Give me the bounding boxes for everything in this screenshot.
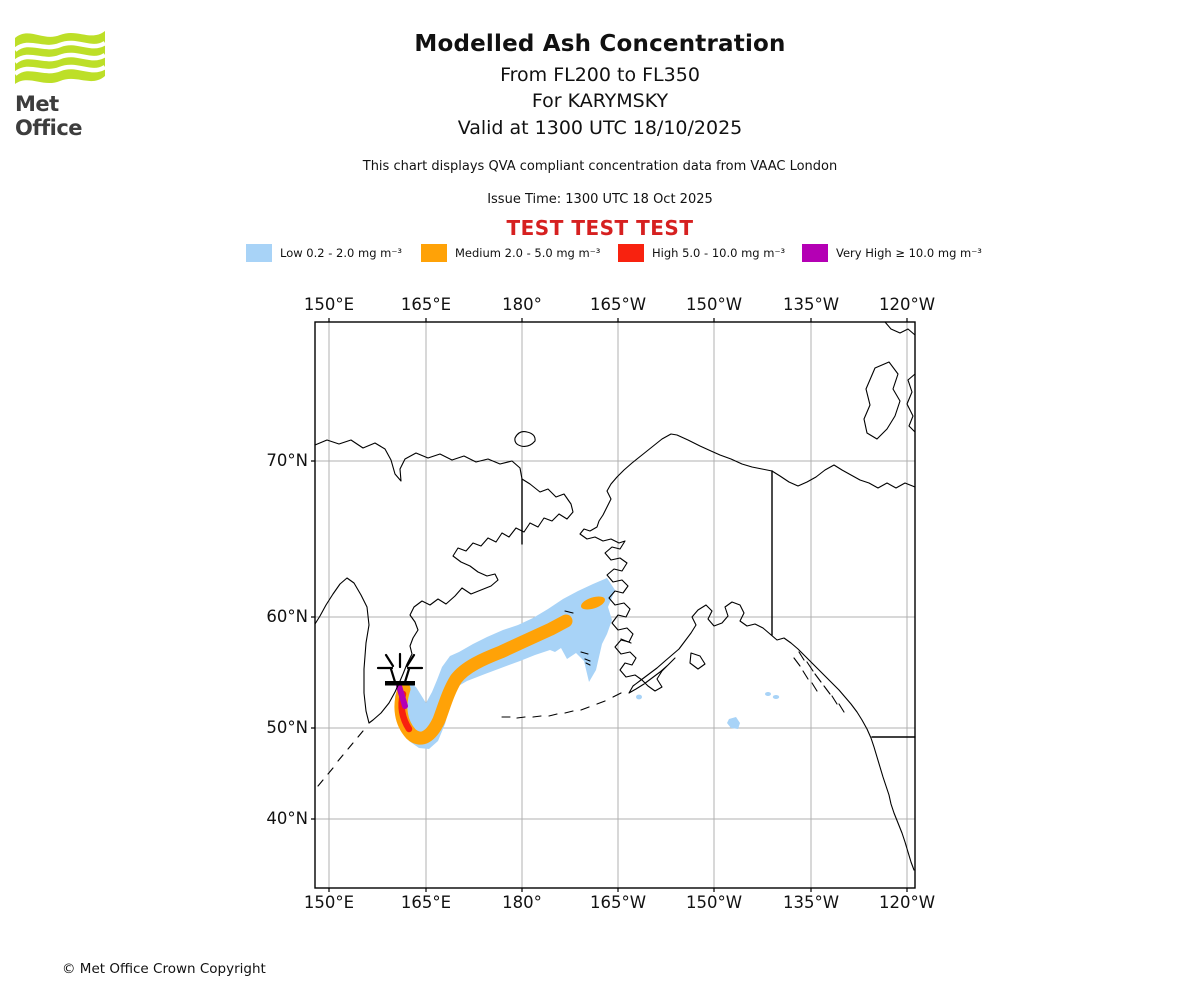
coast-alaska bbox=[579, 433, 916, 871]
ash-blob-medium-1 bbox=[580, 596, 606, 610]
coast-small-islands bbox=[564, 610, 632, 666]
logo-waves-icon bbox=[13, 31, 107, 84]
copyright-text: © Met Office Crown Copyright bbox=[62, 961, 266, 977]
chart-description: This chart displays QVA compliant concen… bbox=[362, 159, 838, 174]
lon-tick-bot-1: 165°E bbox=[400, 893, 452, 912]
lon-tick-bot-6: 120°W bbox=[878, 893, 936, 912]
coast-banks-island bbox=[863, 361, 901, 440]
ash-speck-low-2 bbox=[765, 692, 771, 696]
map-frame bbox=[311, 318, 916, 892]
issue-time: Issue Time: 1300 UTC 18 Oct 2025 bbox=[487, 192, 713, 207]
ash-plume-very-high bbox=[396, 683, 408, 709]
lat-tick-0: 70°N bbox=[266, 451, 308, 470]
legend-swatch-medium bbox=[421, 244, 447, 262]
coast-ne-corner bbox=[884, 321, 916, 336]
coast-victoria-island bbox=[906, 373, 916, 433]
legend-label-low: Low 0.2 - 2.0 mg m⁻³ bbox=[280, 246, 403, 260]
ash-plume bbox=[394, 578, 780, 749]
coast-kodiak bbox=[689, 652, 706, 670]
lon-tick-bot-2: 180° bbox=[502, 893, 542, 912]
ash-blob-medium-2 bbox=[531, 630, 543, 638]
legend-label-very-high: Very High ≥ 10.0 mg m⁻³ bbox=[836, 246, 982, 260]
lat-tick-2: 50°N bbox=[266, 718, 308, 737]
lon-tick-bot-5: 135°W bbox=[782, 893, 840, 912]
legend-swatch-low bbox=[246, 244, 272, 262]
lon-tick-top-6: 120°W bbox=[878, 295, 936, 314]
axis-ticks bbox=[311, 318, 908, 892]
lon-tick-top-0: 150°E bbox=[303, 295, 355, 314]
subtitle-levels: From FL200 to FL350 bbox=[500, 64, 700, 86]
ash-speck-low-4 bbox=[727, 717, 740, 729]
coast-aleutians bbox=[501, 692, 622, 719]
lon-tick-bot-3: 165°W bbox=[589, 893, 647, 912]
met-office-logo: Met Office bbox=[13, 26, 125, 140]
coast-siberia-kamchatka bbox=[314, 439, 574, 724]
lon-tick-bot-0: 150°E bbox=[303, 893, 355, 912]
lon-tick-top-4: 150°W bbox=[685, 295, 743, 314]
legend-label-medium: Medium 2.0 - 5.0 mg m⁻³ bbox=[455, 246, 601, 260]
lon-tick-top-3: 165°W bbox=[589, 295, 647, 314]
subtitle-volcano: For KARYMSKY bbox=[531, 90, 669, 112]
lat-tick-1: 60°N bbox=[266, 607, 308, 626]
lon-tick-top-2: 180° bbox=[502, 295, 542, 314]
lon-tick-top-5: 135°W bbox=[782, 295, 840, 314]
page-title: Modelled Ash Concentration bbox=[414, 31, 786, 57]
coastlines bbox=[314, 321, 916, 871]
legend-swatch-very-high bbox=[802, 244, 828, 262]
lat-tick-3: 40°N bbox=[266, 809, 308, 828]
subtitle-valid: Valid at 1300 UTC 18/10/2025 bbox=[457, 117, 743, 139]
lon-tick-bot-4: 150°W bbox=[685, 893, 743, 912]
coast-panhandle-islands bbox=[793, 651, 845, 713]
legend-label-high: High 5.0 - 10.0 mg m⁻³ bbox=[652, 246, 786, 260]
map-svg bbox=[311, 318, 916, 892]
volcano-icon bbox=[376, 652, 424, 686]
ash-speck-low-1 bbox=[636, 694, 642, 700]
coast-wrangel-island bbox=[514, 431, 536, 447]
ash-speck-low-3 bbox=[772, 695, 780, 699]
logo-brand-text: Met Office bbox=[15, 92, 83, 140]
lon-tick-top-1: 165°E bbox=[400, 295, 452, 314]
legend-swatch-high bbox=[618, 244, 644, 262]
test-banner: TEST TEST TEST bbox=[506, 216, 694, 240]
coast-kurils bbox=[317, 730, 364, 787]
